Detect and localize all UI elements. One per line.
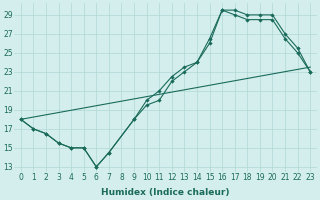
X-axis label: Humidex (Indice chaleur): Humidex (Indice chaleur) xyxy=(101,188,230,197)
